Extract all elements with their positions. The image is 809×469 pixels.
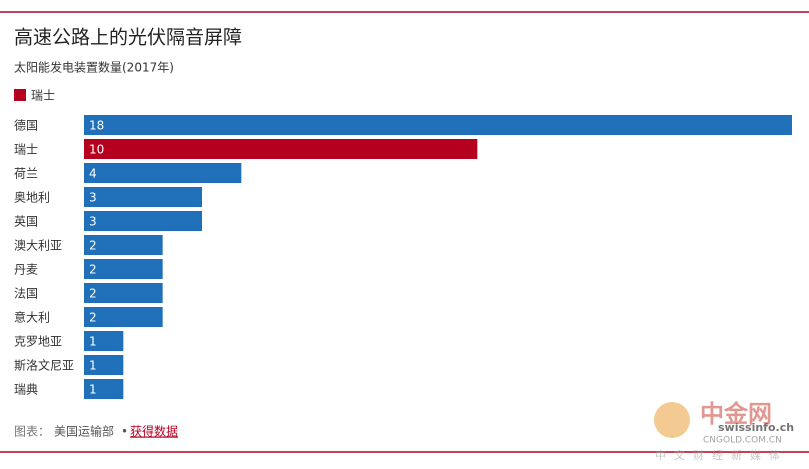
value-label: 4 <box>89 167 97 181</box>
value-label: 10 <box>89 143 104 157</box>
legend-label: 瑞士 <box>31 89 55 103</box>
legend-swatch <box>14 89 26 101</box>
y-tick-label: 克罗地亚 <box>14 335 62 349</box>
watermark-text: 中文财经新媒体 <box>655 448 788 462</box>
bar <box>84 235 163 255</box>
y-tick-label: 意大利 <box>14 310 50 325</box>
watermark: 中金网 swissinfo.ch CNGOLD.COM.CN 中文财经新媒体 <box>654 400 794 462</box>
footer-label: 图表： <box>14 425 50 439</box>
bar <box>84 283 163 303</box>
watermark-logo <box>654 402 690 438</box>
chart-title: 高速公路上的光伏隔音屏障 <box>14 27 242 49</box>
value-label: 2 <box>89 263 97 277</box>
footer-link[interactable]: 获得数据 <box>130 424 178 439</box>
value-label: 1 <box>89 359 97 373</box>
bar <box>84 379 124 399</box>
y-tick-label: 斯洛文尼亚 <box>14 358 74 373</box>
y-tick-label: 荷兰 <box>14 167 38 181</box>
watermark-text: CNGOLD.COM.CN <box>703 436 782 446</box>
value-label: 1 <box>89 335 97 349</box>
value-label: 2 <box>89 287 97 301</box>
footer-source: 美国运输部 <box>54 424 114 439</box>
bar <box>84 307 163 327</box>
y-tick-label: 瑞典 <box>14 383 38 397</box>
value-label: 2 <box>89 239 97 253</box>
y-tick-label: 澳大利亚 <box>14 239 62 253</box>
bar <box>84 355 124 375</box>
footer-separator: • <box>121 425 128 439</box>
value-label: 2 <box>89 311 97 325</box>
y-tick-label: 英国 <box>14 215 38 229</box>
bar <box>84 115 792 135</box>
bar <box>84 163 242 183</box>
value-label: 18 <box>89 119 104 133</box>
y-tick-label: 奥地利 <box>14 191 50 205</box>
bar <box>84 259 163 279</box>
bar <box>84 139 478 159</box>
chart-subtitle: 太阳能发电装置数量(2017年) <box>14 60 174 75</box>
y-tick-label: 瑞士 <box>14 143 38 157</box>
bar <box>84 211 202 231</box>
watermark-text: 中金网 <box>700 400 772 428</box>
watermark-text: swissinfo.ch <box>718 421 794 434</box>
value-label: 3 <box>89 191 97 205</box>
value-label: 3 <box>89 215 97 229</box>
bar <box>84 331 124 351</box>
y-tick-label: 法国 <box>14 287 38 301</box>
bar <box>84 187 202 207</box>
y-tick-label: 德国 <box>14 118 38 133</box>
y-tick-label: 丹麦 <box>14 263 38 277</box>
value-label: 1 <box>89 383 97 397</box>
